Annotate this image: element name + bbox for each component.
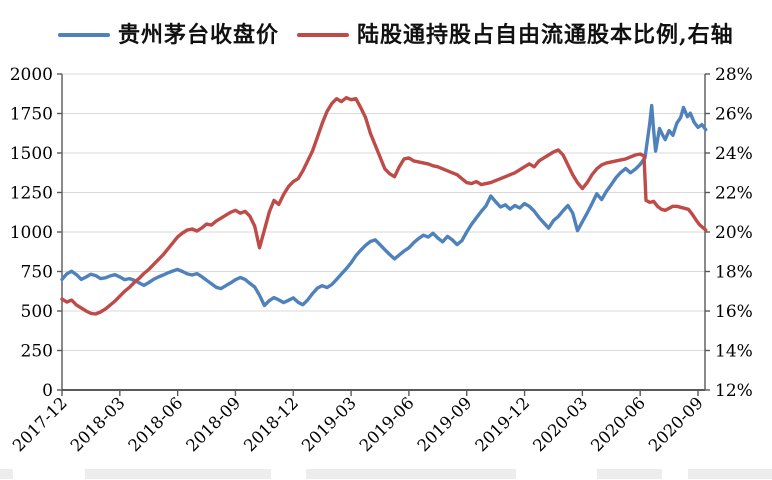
x-axis-tick-label: 2019-12: [471, 393, 533, 455]
x-axis-tick-label: 2018-09: [182, 393, 244, 455]
left-axis-tick-label: 1000: [10, 223, 53, 243]
x-axis-tick-label: 2019-09: [414, 393, 476, 455]
northbound-ratio-line: [60, 95, 708, 316]
legend-item-moutai-price[interactable]: 贵州茅台收盘价: [58, 24, 279, 46]
right-axis-tick-label: 16%: [715, 302, 753, 322]
x-axis-tick-label: 2020-09: [645, 393, 707, 455]
left-axis-tick-label: 500: [21, 302, 53, 322]
left-axis-tick-label: 2000: [10, 65, 53, 85]
legend-item-northbound-ratio[interactable]: 陆股通持股占自由流通股本比例,右轴: [297, 24, 734, 46]
x-axis-tick-label: 2017-12: [9, 393, 71, 455]
left-axis-tick-label: 1500: [10, 144, 53, 164]
x-axis-tick-label: 2018-06: [125, 393, 187, 455]
right-axis-tick-label: 26%: [715, 105, 753, 125]
left-axis-tick-label: 250: [21, 342, 53, 362]
x-axis-tick-label: 2019-06: [356, 393, 418, 455]
right-axis-tick-label: 20%: [715, 223, 753, 243]
decor-block: [688, 469, 772, 479]
right-axis-tick-label: 24%: [715, 144, 753, 164]
x-axis-tick-label: 2019-03: [298, 393, 360, 455]
right-axis-tick-label: 18%: [715, 263, 753, 283]
moutai-price-line: [60, 103, 708, 308]
left-axis-tick-label: 0: [42, 381, 53, 401]
axes: [57, 73, 710, 396]
left-axis-tick-label: 1250: [10, 184, 53, 204]
x-axis-tick-label: 2018-12: [240, 393, 302, 455]
right-axis-tick-label: 28%: [715, 65, 753, 85]
x-axis-tick-label: 2018-03: [67, 393, 129, 455]
left-axis-tick-label: 750: [21, 263, 53, 283]
decor-block: [306, 469, 516, 479]
x-axis-tick-label: 2020-06: [587, 393, 649, 455]
right-axis-tick-label: 14%: [715, 342, 753, 362]
x-axis-tick-label: 2020-03: [529, 393, 591, 455]
red-line-swatch: [297, 33, 350, 37]
blue-line-swatch: [58, 33, 110, 37]
legend-label-moutai-price: 贵州茅台收盘价: [118, 22, 280, 48]
right-axis-tick-label: 22%: [715, 184, 753, 204]
decor-block: [0, 469, 13, 479]
right-axis-tick-label: 12%: [715, 381, 753, 401]
decor-block: [85, 469, 271, 479]
legend-label-northbound-ratio: 陆股通持股占自由流通股本比例,右轴: [357, 22, 734, 48]
legend: 贵州茅台收盘价 陆股通持股占自由流通股本比例,右轴: [58, 24, 734, 46]
gridlines: [62, 73, 705, 351]
left-axis-tick-label: 1750: [10, 105, 53, 125]
decor-block: [597, 469, 662, 479]
axis-labels: 0 250 500 750 1000 1250 1500 1750 2000 12% 14% 16% 1…: [9, 65, 753, 455]
